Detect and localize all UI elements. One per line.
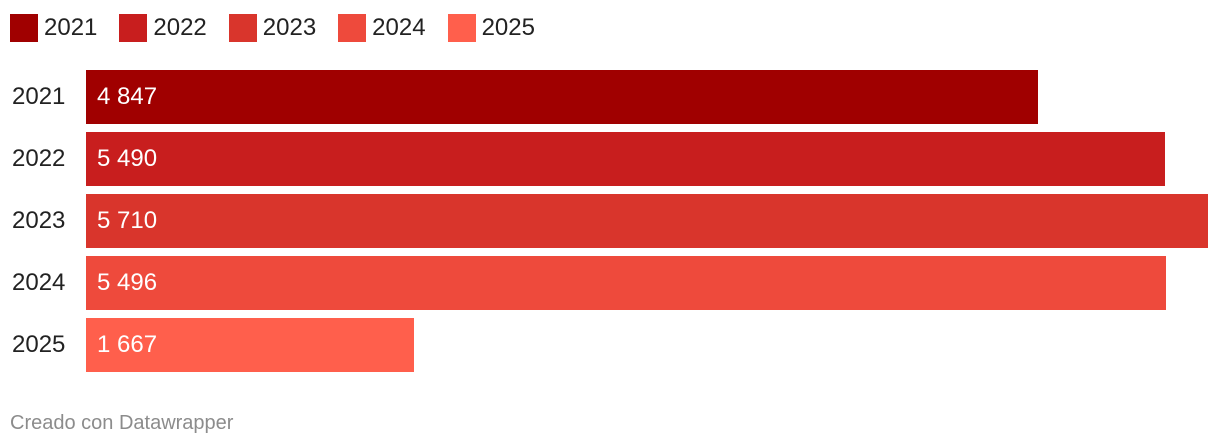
legend-label: 2023 [262, 14, 317, 41]
category-label-2022: 2022 [12, 145, 66, 172]
legend-label: 2022 [153, 14, 207, 41]
category-label-2023: 2023 [12, 207, 66, 234]
legend-item-2025: 2025 [447, 14, 535, 42]
legend-swatch [228, 14, 257, 42]
legend-label: 2025 [481, 14, 535, 41]
bar-value-label: 5 490 [97, 145, 158, 172]
legend-item-2024: 2024 [338, 14, 426, 42]
bar-value-label: 4 847 [97, 83, 158, 110]
bar-value-label: 5 496 [97, 269, 158, 296]
legend-item-2023: 2023 [228, 14, 317, 42]
bar-value-label: 1 667 [97, 331, 158, 358]
bar-value-label: 5 710 [97, 207, 158, 234]
bar-2025: 1 667 [86, 318, 414, 372]
category-label-2024: 2024 [12, 269, 66, 296]
category-label-2025: 2025 [12, 331, 66, 358]
bar-2022: 5 490 [86, 132, 1165, 186]
legend-label: 2024 [372, 14, 426, 41]
footer-credit[interactable]: Creado con Datawrapper [10, 412, 234, 434]
legend-swatch [10, 14, 38, 42]
bar-2024: 5 496 [86, 256, 1166, 310]
legend-label: 2021 [44, 14, 98, 41]
bar-2021: 4 847 [86, 70, 1038, 124]
category-label-2021: 2021 [12, 83, 66, 110]
legend-item-2021: 2021 [10, 14, 97, 42]
legend-swatch [338, 14, 367, 42]
legend-swatch [119, 14, 148, 42]
chart-legend: 2021 2022 2023 2024 2025 [10, 14, 557, 42]
legend-swatch [447, 14, 476, 42]
legend-item-2022: 2022 [119, 14, 207, 42]
bar-2023: 5 710 [86, 194, 1208, 248]
